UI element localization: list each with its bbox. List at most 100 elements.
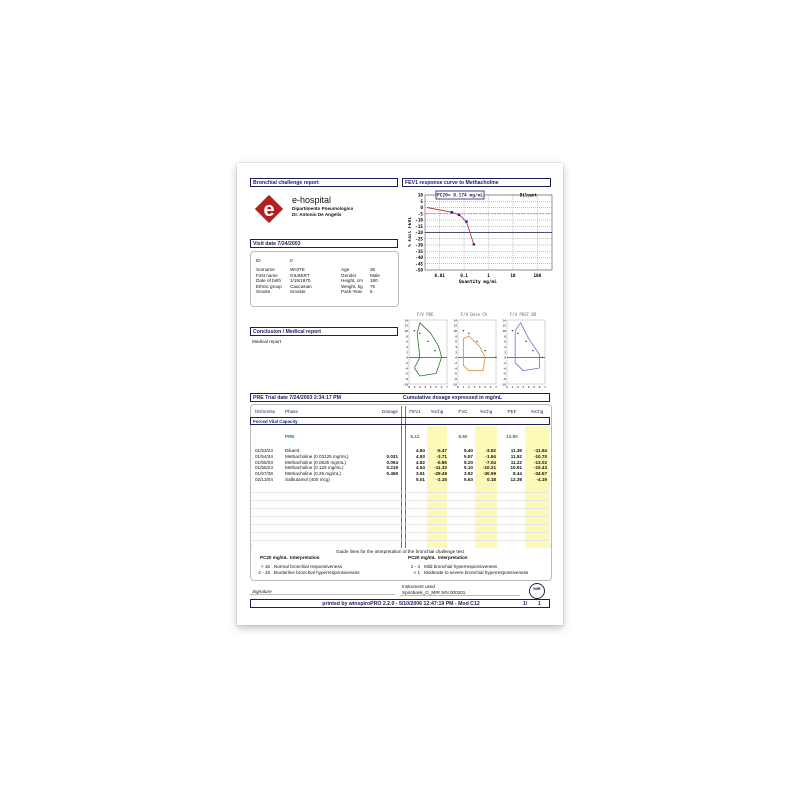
trial-bar: PRE Trial date 7/24/2003 2:34:17 PM Cumu… (250, 393, 550, 402)
table-cell: 11.22 (510, 459, 522, 465)
table-cell: 5.20 (464, 459, 473, 465)
mir-logo: MIR (529, 583, 545, 599)
y-tick-label: -25 (415, 236, 423, 242)
table-cell: -1.94 (485, 453, 496, 459)
y-tick-label: 14 (502, 318, 506, 322)
column-header: %Chg (430, 409, 444, 414)
x-tick-label: 1 (512, 385, 514, 389)
y-tick-label: 12 (404, 324, 408, 328)
x-tick-label: 6 (490, 385, 492, 389)
patient-field-label: Smoke (256, 289, 271, 295)
y-tick-label: -10 (501, 382, 507, 386)
y-tick-label: -2 (453, 361, 457, 365)
y-tick-label: 10 (453, 329, 457, 333)
patient-field-value: 76 (370, 283, 376, 289)
guide-col-pc20-left: PC20 mg/mL (260, 555, 288, 560)
table-cell: Diluent (285, 448, 300, 453)
table-cell: -3.71 (436, 453, 447, 459)
trial-note: Cumulative dosage expressed in mg/mL (403, 395, 503, 401)
y-tick-label: -8 (453, 377, 457, 381)
table-cell: 3.61 (416, 471, 425, 477)
patient-field-value: WHITE (290, 267, 305, 272)
y-tick-label: 12 (502, 324, 506, 328)
y-tick-label: 6 (455, 340, 457, 344)
table-cell: -10.70 (533, 453, 547, 459)
x-tick-label: 0.01 (434, 273, 445, 279)
report-page (237, 163, 563, 625)
hospital-logo: e (254, 194, 284, 224)
chart-title-bar: FEV1 response curve to Methacholine (402, 178, 551, 187)
y-tick-label: 14 (404, 318, 408, 322)
table-cell: 4.84 (416, 448, 425, 453)
y-tick-label: 8 (504, 334, 506, 338)
pre-pef: 12.90 (506, 434, 518, 439)
table-cell: 4.93 (416, 453, 425, 459)
predicted-point (462, 329, 465, 332)
predicted-point (532, 349, 534, 352)
column-header: %Chg (479, 409, 493, 414)
table-cell: 5.10 (464, 465, 473, 471)
table-cell: 01/57/38 (255, 471, 273, 477)
patient-field-value: Smoker (290, 289, 306, 295)
x-tick-label: 4 (528, 385, 530, 389)
data-point (450, 210, 454, 214)
report-title-bar: Bronchial challenge report (250, 178, 398, 187)
pre-fvc: 5.60 (458, 434, 468, 439)
table-cell: -29.49 (433, 471, 447, 477)
instrument-value: Spirobank_G_MIR S/N 000201 (402, 590, 466, 595)
y-tick-label: -50 (415, 268, 423, 274)
patient-field-value: 36 (370, 267, 376, 272)
predicted-point (427, 340, 429, 343)
x-tick-label: 5 (435, 385, 437, 389)
y-tick-label: -2 (404, 361, 408, 365)
y-tick-label: 10 (418, 193, 424, 199)
medical-report-text: Medical report (252, 339, 282, 344)
predicted-point (511, 329, 514, 332)
table-cell: 02/13/04 (255, 477, 273, 482)
page-count: 1 (538, 601, 541, 607)
patient-field-label: Weight, kg (341, 283, 363, 289)
patient-field-label: Surname (256, 267, 275, 272)
y-tick-label: -35 (415, 249, 423, 255)
id-value: 0 (290, 258, 293, 263)
y-tick-label: -2 (502, 361, 506, 365)
signature-label: Signature (252, 589, 272, 594)
pre-fev1: 5.12 (410, 434, 420, 439)
guide-col-interp-left: Interpretation (290, 555, 320, 560)
table-cell: 5.01 (416, 477, 425, 482)
results-table (250, 404, 552, 547)
x-tick-label: 6 (441, 385, 443, 389)
predicted-point (413, 329, 416, 332)
x-tick-label: 100 (533, 273, 541, 279)
y-tick-label: -40 (415, 255, 423, 261)
table-cell: Methacholine (0.03125 mg/mL) (285, 453, 349, 459)
x-tick-label: 2 (468, 385, 470, 389)
conclusion-bar: Conclusion / Medical report (250, 327, 398, 336)
y-tick-label: 10 (404, 329, 408, 333)
page-number: 1/ (523, 601, 528, 607)
patient-field-value: 5 (370, 289, 373, 295)
department: Dipartimento Pneumologico (292, 206, 354, 211)
table-cell: -34.57 (533, 471, 547, 477)
flow-volume-loop (414, 322, 442, 377)
y-tick-label: 4 (406, 345, 408, 349)
y-tick-label: 2 (455, 350, 457, 354)
table-cell: -11.94 (534, 448, 547, 453)
y-tick-label: 4 (504, 345, 506, 349)
table-cell: 11.52 (510, 453, 522, 459)
y-tick-label: -6 (502, 372, 506, 376)
y-tick-label: 0 (504, 356, 506, 360)
flow-volume-title: F/V Dose Ch (461, 312, 488, 317)
table-cell: -4.19 (536, 477, 547, 482)
footer-printed: printed by winspiroPRO 2.2.0 - 5/10/2006… (322, 601, 480, 607)
pre-label: PRE (285, 434, 295, 439)
x-tick-label: 7 (446, 385, 448, 389)
svg-text:e: e (263, 199, 274, 221)
data-point (457, 213, 461, 217)
patient-field-value: GILBERT (290, 272, 310, 278)
x-tick-label: 1 (463, 385, 465, 389)
flow-volume-loop (514, 322, 540, 372)
predicted-point (434, 349, 436, 352)
